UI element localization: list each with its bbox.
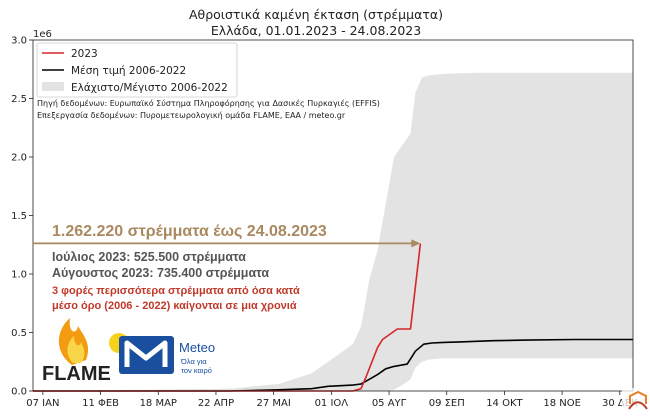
comparison-annotation-1: 3 φορές περισσότερα στρέμματα από όσα κα… (52, 285, 300, 297)
x-tick-label: 18 ΝΟΕ (543, 398, 581, 409)
x-tick-label: 01 ΙΟΛ (315, 398, 349, 409)
meteo-logo-text: Meteo (179, 340, 215, 355)
legend-swatch-band (42, 82, 64, 91)
min-max-band-layer (33, 72, 633, 392)
meteo-logo: Meteo Όλα για τον καιρό (109, 333, 215, 375)
flame-logo: FLAME (42, 318, 111, 385)
x-tick-label: 22 ΑΠΡ (198, 398, 234, 409)
y-scale-label: 1e6 (33, 29, 52, 40)
flame-inner-icon (67, 336, 85, 363)
august-annotation: Αύγουστος 2023: 735.400 στρέμματα (52, 266, 269, 280)
meteo-tagline-2: τον καιρό (181, 366, 212, 375)
x-tick-label: 11 ΦΕΒ (82, 398, 119, 409)
july-annotation: Ιούλιος 2023: 525.500 στρέμματα (52, 250, 246, 264)
legend-box (36, 42, 238, 98)
chart-title: Αθροιστικά καμένη έκταση (στρέμματα) (189, 7, 443, 22)
legend-label-band: Ελάχιστο/Μέγιστο 2006-2022 (71, 82, 228, 94)
min-max-band (33, 72, 633, 392)
x-tick-label: 18 ΜΑΡ (140, 398, 177, 409)
y-tick-label: 3.0 (11, 36, 27, 47)
total-arrow-head (411, 239, 421, 248)
processing-note: Επεξεργασία δεδομένων: Πυρομετεωρολογική… (37, 110, 346, 120)
total-annotation: 1.262.220 στρέμματα έως 24.08.2023 (52, 223, 327, 240)
wave-icon (628, 401, 648, 410)
legend-label-mean: Μέση τιμή 2006-2022 (71, 65, 186, 77)
flame-logo-text: FLAME (42, 363, 111, 385)
home-icon (629, 390, 647, 404)
x-tick-label: 09 ΣΕΠ (429, 398, 465, 409)
corner-badge[interactable] (622, 388, 650, 418)
y-tick-label: 2.0 (11, 153, 27, 164)
legend: 2023 Μέση τιμή 2006-2022 Ελάχιστο/Μέγιστ… (36, 42, 238, 98)
axis-ticks: 0.0 0.5 1.0 1.5 2.0 2.5 3.0 07 ΙΑΝ 11 ΦΕΒ 18 ΜΑΡ 2… (11, 36, 638, 410)
series-line-mean (33, 338, 633, 392)
x-tick-label: 27 ΜΑΙ (256, 398, 290, 409)
legend-label-2023: 2023 (71, 48, 98, 60)
y-tick-label: 0.0 (11, 387, 27, 398)
chart-subtitle: Ελλάδα, 01.01.2023 - 24.08.2023 (211, 23, 421, 38)
y-tick-label: 1.0 (11, 270, 27, 281)
comparison-annotation-2: μέσο όρο (2006 - 2022) καίγονται σε μια … (52, 300, 297, 312)
x-tick-label: 07 ΙΑΝ (26, 398, 59, 409)
y-tick-label: 1.5 (11, 211, 27, 222)
meteo-tagline-1: Όλα για (180, 357, 207, 366)
source-note: Πηγή δεδομένων: Ευρωπαϊκό Σύστημα Πληροφ… (37, 98, 380, 108)
y-tick-label: 2.5 (11, 94, 27, 105)
x-tick-label: 05 ΑΥΓ (372, 398, 407, 409)
meteo-m-icon (124, 340, 168, 367)
x-tick-label: 14 ΟΚΤ (486, 398, 523, 409)
y-tick-label: 0.5 (11, 328, 27, 339)
x-tick-label: 30 ΔΕΚ (602, 398, 638, 409)
